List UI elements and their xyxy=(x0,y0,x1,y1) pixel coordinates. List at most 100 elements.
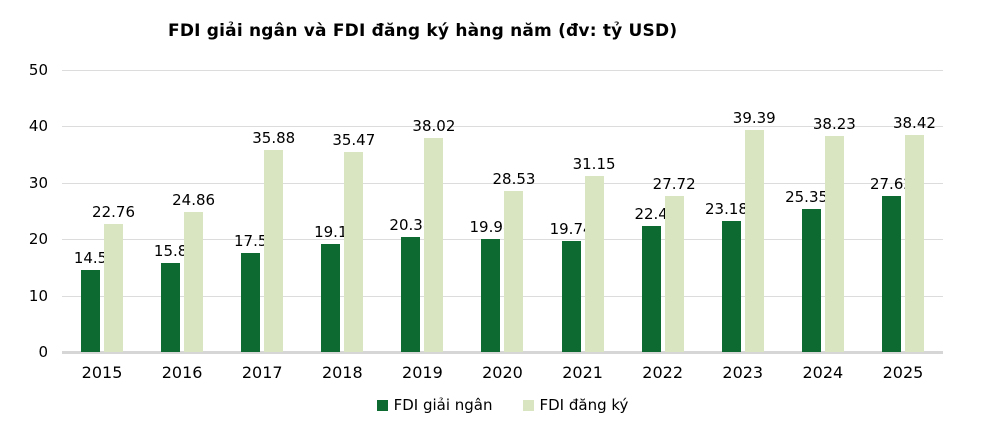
bar-wrap: 31.15 xyxy=(573,155,616,352)
bar-value-label: 38.42 xyxy=(892,114,936,133)
legend-item-registered: FDI đăng ký xyxy=(522,396,629,414)
y-tick-label: 30 xyxy=(28,173,48,192)
bar-value-label: 24.86 xyxy=(172,190,216,209)
bar-value-label: 23.183 xyxy=(705,200,758,219)
y-tick-label: 50 xyxy=(28,61,48,79)
bar-wrap: 27.72 xyxy=(653,175,696,352)
bar-wrap: 23.183 xyxy=(705,200,758,352)
bar-group: 23.183 39.39 xyxy=(703,109,783,352)
x-tick-label: 2024 xyxy=(802,363,844,382)
bar-value-label: 22.4 xyxy=(634,204,668,223)
x-tick-label: 2021 xyxy=(562,363,603,382)
bar-registered xyxy=(904,135,924,352)
bar-disbursed xyxy=(401,237,421,352)
bar-group: 15.8 24.86 xyxy=(142,191,222,352)
bar-disbursed xyxy=(241,253,261,352)
bar-group: 27.62 38.42 xyxy=(863,114,943,352)
bar-registered xyxy=(264,149,284,352)
bar-value-label: 27.72 xyxy=(652,174,696,193)
bar-group: 22.4 27.72 xyxy=(623,175,703,352)
bar-registered xyxy=(184,211,204,352)
bar-value-label: 19.74 xyxy=(549,219,593,238)
bar-group: 17.5 35.88 xyxy=(222,129,302,352)
bar-value-label: 19.1 xyxy=(314,223,348,242)
bar-disbursed xyxy=(321,244,341,352)
bar-registered xyxy=(824,136,844,352)
bar-value-label: 27.62 xyxy=(869,175,913,194)
gridline xyxy=(62,70,943,71)
x-axis-baseline xyxy=(62,351,943,354)
bar-wrap: 17.5 xyxy=(234,232,267,352)
bar-wrap: 14.5 xyxy=(74,249,107,352)
x-tick-label: 2016 xyxy=(161,363,203,382)
bar-value-label: 20.38 xyxy=(389,216,433,235)
bar-registered xyxy=(504,191,524,352)
bar-wrap: 19.1 xyxy=(314,223,348,352)
bar-group: 19.1 35.47 xyxy=(302,131,382,352)
bar-value-label: 38.23 xyxy=(812,115,856,134)
bar-wrap: 39.39 xyxy=(733,109,776,352)
bar-disbursed xyxy=(721,221,741,352)
legend-item-disbursed: FDI giải ngân xyxy=(376,396,493,414)
bar-wrap: 35.88 xyxy=(252,129,295,352)
bar-group: 14.5 22.76 xyxy=(62,203,142,352)
x-tick-label: 2025 xyxy=(882,363,924,382)
bar-disbursed xyxy=(641,225,661,352)
bar-value-label: 14.5 xyxy=(73,249,108,268)
x-tick-label: 2015 xyxy=(81,363,123,382)
legend: FDI giải ngân FDI đăng ký xyxy=(62,396,943,414)
bar-registered xyxy=(744,129,764,352)
bar-wrap: 27.62 xyxy=(870,175,913,352)
bar-registered xyxy=(584,176,604,352)
bar-disbursed xyxy=(161,262,181,352)
gridline xyxy=(62,239,943,241)
bar-registered xyxy=(664,195,684,352)
bar-wrap: 20.38 xyxy=(389,216,432,352)
bar-value-label: 25.351 xyxy=(785,188,838,207)
legend-swatch-disbursed-icon xyxy=(376,399,388,411)
y-tick-label: 0 xyxy=(38,343,48,361)
bar-wrap: 28.53 xyxy=(493,170,535,352)
x-tick-label: 2023 xyxy=(722,363,764,382)
bar-wrap: 38.02 xyxy=(412,117,455,352)
bar-wrap: 19.74 xyxy=(550,220,593,352)
bar-wrap: 35.47 xyxy=(332,131,375,352)
bar-value-label: 35.47 xyxy=(332,130,376,149)
gridline xyxy=(62,295,943,297)
y-tick-label: 40 xyxy=(28,117,48,136)
x-tick-label: 2018 xyxy=(321,363,363,382)
bar-disbursed xyxy=(81,270,101,352)
bar-group: 19.74 31.15 xyxy=(543,155,623,352)
bar-registered xyxy=(344,151,364,352)
bar-value-label: 17.5 xyxy=(234,232,268,251)
bar-group: 19.98 28.53 xyxy=(462,170,542,352)
gridline xyxy=(62,182,943,184)
y-tick-label: 10 xyxy=(28,286,48,305)
chart-title: FDI giải ngân và FDI đăng ký hàng năm (đ… xyxy=(168,21,678,41)
y-tick-label: 20 xyxy=(28,230,48,249)
bar-value-label: 39.39 xyxy=(732,108,776,127)
bar-wrap: 15.8 xyxy=(154,242,187,352)
bar-wrap: 22.76 xyxy=(92,203,135,352)
bar-value-label: 28.53 xyxy=(492,170,536,189)
bar-registered xyxy=(424,137,444,352)
bar-value-label: 15.8 xyxy=(153,241,188,260)
bar-wrap: 38.23 xyxy=(813,115,856,352)
bar-disbursed xyxy=(801,209,821,352)
bar-wrap: 38.42 xyxy=(893,114,936,352)
legend-label-registered: FDI đăng ký xyxy=(539,396,629,414)
bar-wrap: 22.4 xyxy=(634,205,668,352)
x-tick-label: 2017 xyxy=(241,363,283,382)
x-tick-label: 2019 xyxy=(402,363,443,382)
bar-group: 25.351 38.23 xyxy=(783,115,863,352)
legend-label-disbursed: FDI giải ngân xyxy=(393,396,493,414)
bar-value-label: 22.76 xyxy=(92,202,136,221)
bar-wrap: 19.98 xyxy=(470,218,512,352)
legend-swatch-registered-icon xyxy=(522,399,534,411)
bar-value-label: 31.15 xyxy=(572,155,616,174)
bar-wrap: 24.86 xyxy=(172,191,215,352)
x-tick-label: 2022 xyxy=(642,363,684,382)
bar-wrap: 25.351 xyxy=(785,188,838,352)
bar-registered xyxy=(104,223,124,352)
